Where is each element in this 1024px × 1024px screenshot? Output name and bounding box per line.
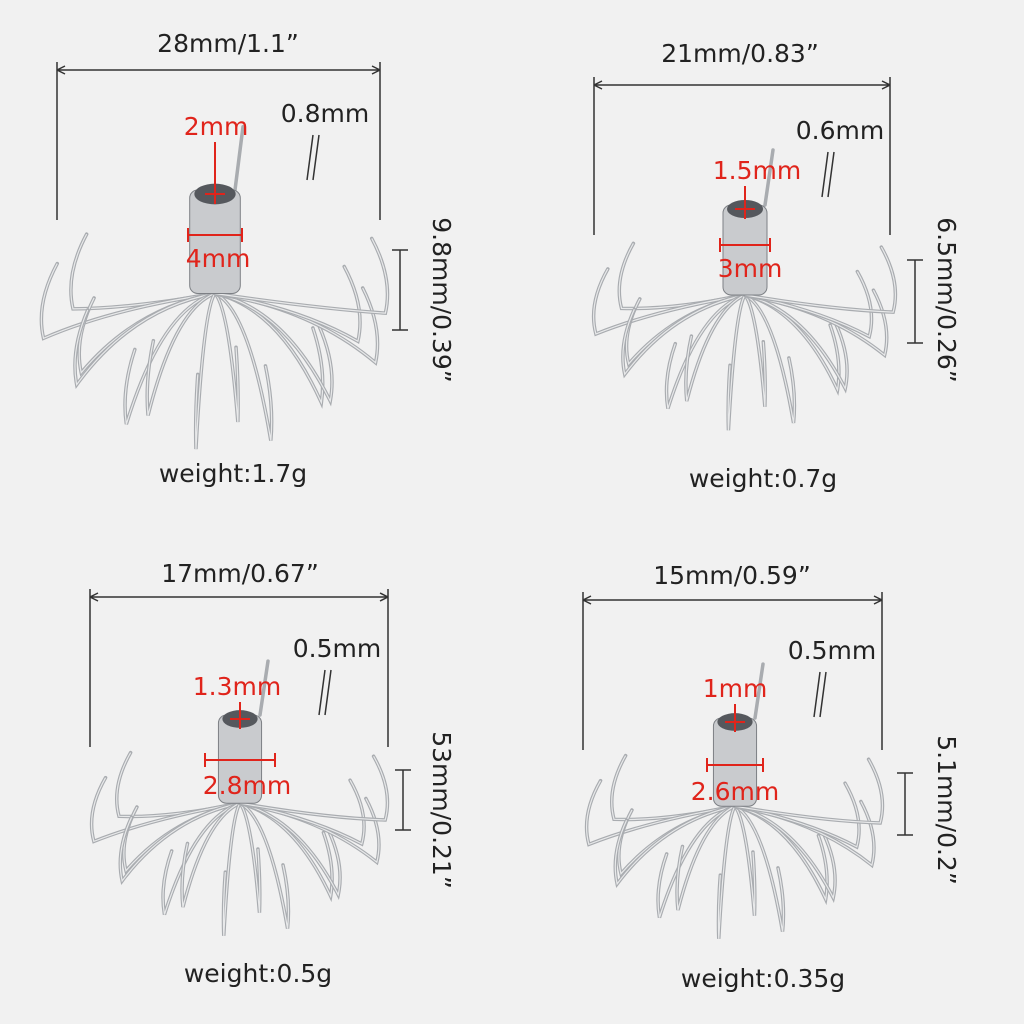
wire-label: 0.8mm [281,99,369,128]
hook-shine [239,755,389,821]
hook [763,148,775,207]
bottom-diameter-label: 4mm [186,244,251,273]
top-diameter-label: 1mm [703,674,768,703]
hook-shine [744,246,896,313]
width-line [582,592,883,750]
hook-shine [744,294,848,391]
hook-shine [146,292,216,416]
width-label: 17mm/0.67” [161,559,319,588]
shank [189,189,241,294]
height-line [395,769,411,831]
hook-shine [665,294,746,409]
product-panel: 21mm/0.83” 0.6mm 1.5mm 3mm 6.5mm/0.26” weight… [591,39,961,493]
product-panel: 15mm/0.59” 0.5mm 1mm 2.6mm 5.1mm/0.2” weight:… [582,561,961,993]
bottom-diameter-label: 2.8mm [203,771,291,800]
hook-shine [734,758,884,824]
width-label: 15mm/0.59” [653,561,811,590]
hook-shine [744,271,873,338]
height-line [392,249,408,331]
top-diameter-label: 2mm [184,112,249,141]
weight-label: weight:0.35g [681,964,845,993]
weight-label: weight:0.5g [184,959,332,988]
hook [258,659,270,717]
hook-shine [239,802,261,913]
hook-shine [222,802,241,936]
width-line [593,77,891,235]
hook [233,125,245,192]
hook-shine [734,805,836,900]
hook-shine [214,266,361,343]
width-line [56,62,381,220]
height-label: 9.8mm/0.39” [427,217,456,383]
height-line [897,772,913,836]
top-diameter-mark [725,704,745,732]
hook-shine [657,805,736,918]
wire-mark [813,671,827,718]
hook-shine [91,777,241,843]
hook-shine [734,805,785,932]
hook-shine [239,802,341,897]
wire-label: 0.5mm [293,634,381,663]
bottom-diameter-mark [204,753,276,767]
wire-mark [306,134,320,181]
hook-shine [593,268,746,335]
bottom-diameter-mark [706,758,764,772]
width-label: 28mm/1.1” [157,29,299,58]
hook-shine [586,780,736,846]
hook-shine [124,292,216,425]
hook-shine [744,294,795,424]
top-diameter-mark [205,142,225,204]
hook-shine [622,294,746,376]
bottom-diameter-mark [719,238,771,252]
product-panel: 28mm/1.1” 0.8mm 2mm 4mm 9.8mm/0.39” weight:1.… [39,29,456,488]
weight-label: weight:0.7g [689,464,837,493]
height-label: 6.5mm/0.26” [932,217,961,383]
bottom-diameter-label: 2.6mm [691,777,779,806]
hook-shine [119,802,241,883]
hook-shine [162,802,241,915]
bottom-diameter-label: 3mm [718,254,783,283]
weight-label: weight:1.7g [159,459,307,488]
hook-shine [195,293,216,450]
hook-shine [734,805,756,916]
wire-mark [821,151,835,198]
hook [221,801,242,936]
height-label: 5.1mm/0.2” [932,735,961,885]
bottom-diameter-mark [187,228,243,242]
hook-shine [239,802,290,929]
hook-shine [717,805,736,939]
hook-shine [734,782,860,848]
hook-shine [214,292,273,441]
top-diameter-mark [735,186,755,219]
hook [193,291,217,450]
top-diameter-mark [230,702,250,729]
width-line [89,589,389,747]
hook-shine [214,238,389,314]
hook [726,293,747,431]
hook-shine [40,263,216,340]
height-line [907,259,923,344]
hook-shine [181,802,241,908]
top-diameter-label: 1.5mm [713,156,801,185]
hook-shine [239,779,365,845]
hook-shine [74,292,216,387]
hook-shine [727,294,746,431]
hook [753,662,765,720]
hook-shine [614,805,736,886]
top-diameter-label: 1.3mm [193,672,281,701]
hook-shine [676,805,736,911]
hook-shine [744,294,766,407]
wire-label: 0.5mm [788,636,876,665]
hook [716,804,737,939]
hook-shine [214,293,239,423]
wire-label: 0.6mm [796,116,884,145]
hook-shine [685,294,746,402]
product-panel: 17mm/0.67” 0.5mm 1.3mm 2.8mm 53mm/0.21” weigh… [89,559,456,988]
width-label: 21mm/0.83” [661,39,819,68]
height-label: 53mm/0.21” [427,731,456,889]
hook-shine [214,292,333,403]
wire-mark [318,669,332,716]
